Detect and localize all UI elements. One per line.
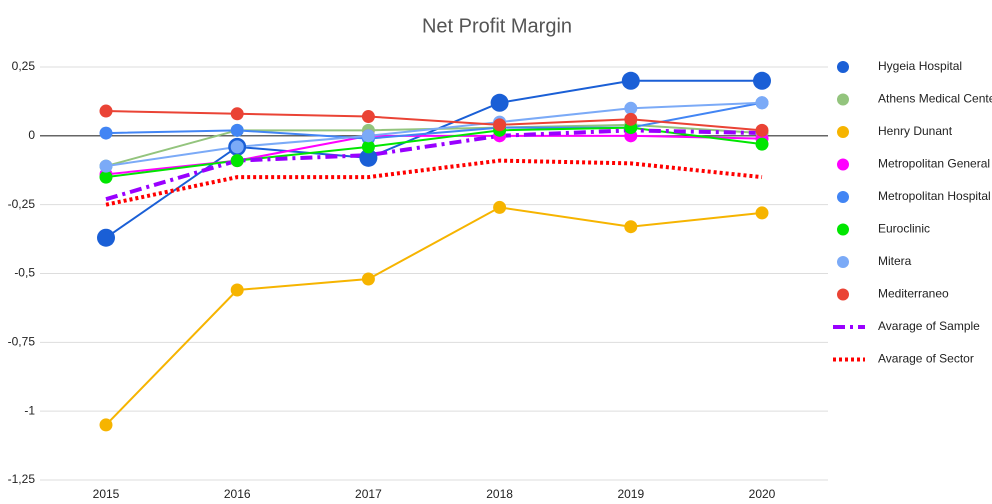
point <box>99 104 113 118</box>
legend-label: Mediterraneo <box>878 287 949 301</box>
point <box>493 200 507 214</box>
series-line <box>105 79 762 239</box>
point <box>359 148 378 167</box>
point <box>755 206 769 220</box>
series-line <box>105 158 763 207</box>
y-tick-label: 0 <box>28 128 35 142</box>
legend-label: Henry Dunant <box>878 124 953 138</box>
legend-label: Euroclinic <box>878 222 930 236</box>
point <box>361 272 375 286</box>
legend-swatch <box>837 191 849 203</box>
point <box>755 123 769 137</box>
point <box>230 123 244 137</box>
series-line <box>105 101 763 168</box>
legend-swatch <box>837 61 849 73</box>
point <box>753 71 771 90</box>
point <box>97 228 115 247</box>
point <box>361 129 375 143</box>
point <box>755 137 769 151</box>
point <box>755 96 769 110</box>
legend-label: Avarage of Sample <box>878 319 980 333</box>
legend-label: Metropolitan General <box>878 157 990 171</box>
legend-label: Avarage of Sector <box>878 352 974 366</box>
point <box>490 93 509 112</box>
x-tick-label: 2015 <box>93 487 120 501</box>
chart-title: Net Profit Margin <box>422 15 572 37</box>
point <box>230 283 244 297</box>
y-tick-label: -1 <box>24 403 35 417</box>
point <box>99 170 113 184</box>
legend-swatch <box>837 288 849 301</box>
x-tick-label: 2017 <box>355 487 382 501</box>
legend-swatch <box>837 126 849 138</box>
y-tick-label: -0,25 <box>8 197 36 211</box>
point <box>99 159 113 173</box>
series-line <box>105 206 763 426</box>
legend-label: Metropolitan Hospital <box>878 189 991 203</box>
point <box>99 126 113 140</box>
point <box>230 140 244 154</box>
point <box>624 101 638 115</box>
x-tick-label: 2016 <box>224 487 251 501</box>
point <box>230 107 244 121</box>
y-tick-label: 0,25 <box>12 59 36 73</box>
legend-label: Hygeia Hospital <box>878 59 962 73</box>
series-line <box>105 128 763 202</box>
point <box>361 140 375 154</box>
legend-label: Athens Medical Center <box>878 92 992 106</box>
legend-swatch <box>837 223 849 236</box>
legend-swatch <box>837 158 849 171</box>
point <box>230 154 244 168</box>
point <box>493 118 507 132</box>
point <box>99 418 113 432</box>
legend-label: Mitera <box>878 254 912 268</box>
legend-swatch <box>837 93 849 106</box>
series-line <box>105 110 763 132</box>
point <box>624 112 638 126</box>
y-tick-label: -1,25 <box>8 472 36 486</box>
legend-swatch <box>837 256 849 268</box>
point <box>624 220 638 234</box>
x-tick-label: 2018 <box>486 487 513 501</box>
y-tick-label: -0,5 <box>14 266 35 280</box>
series-line <box>105 101 763 140</box>
y-tick-label: -0,75 <box>8 335 36 349</box>
point <box>361 110 375 124</box>
x-tick-label: 2019 <box>617 487 644 501</box>
point <box>621 71 640 90</box>
x-tick-label: 2020 <box>749 487 776 501</box>
